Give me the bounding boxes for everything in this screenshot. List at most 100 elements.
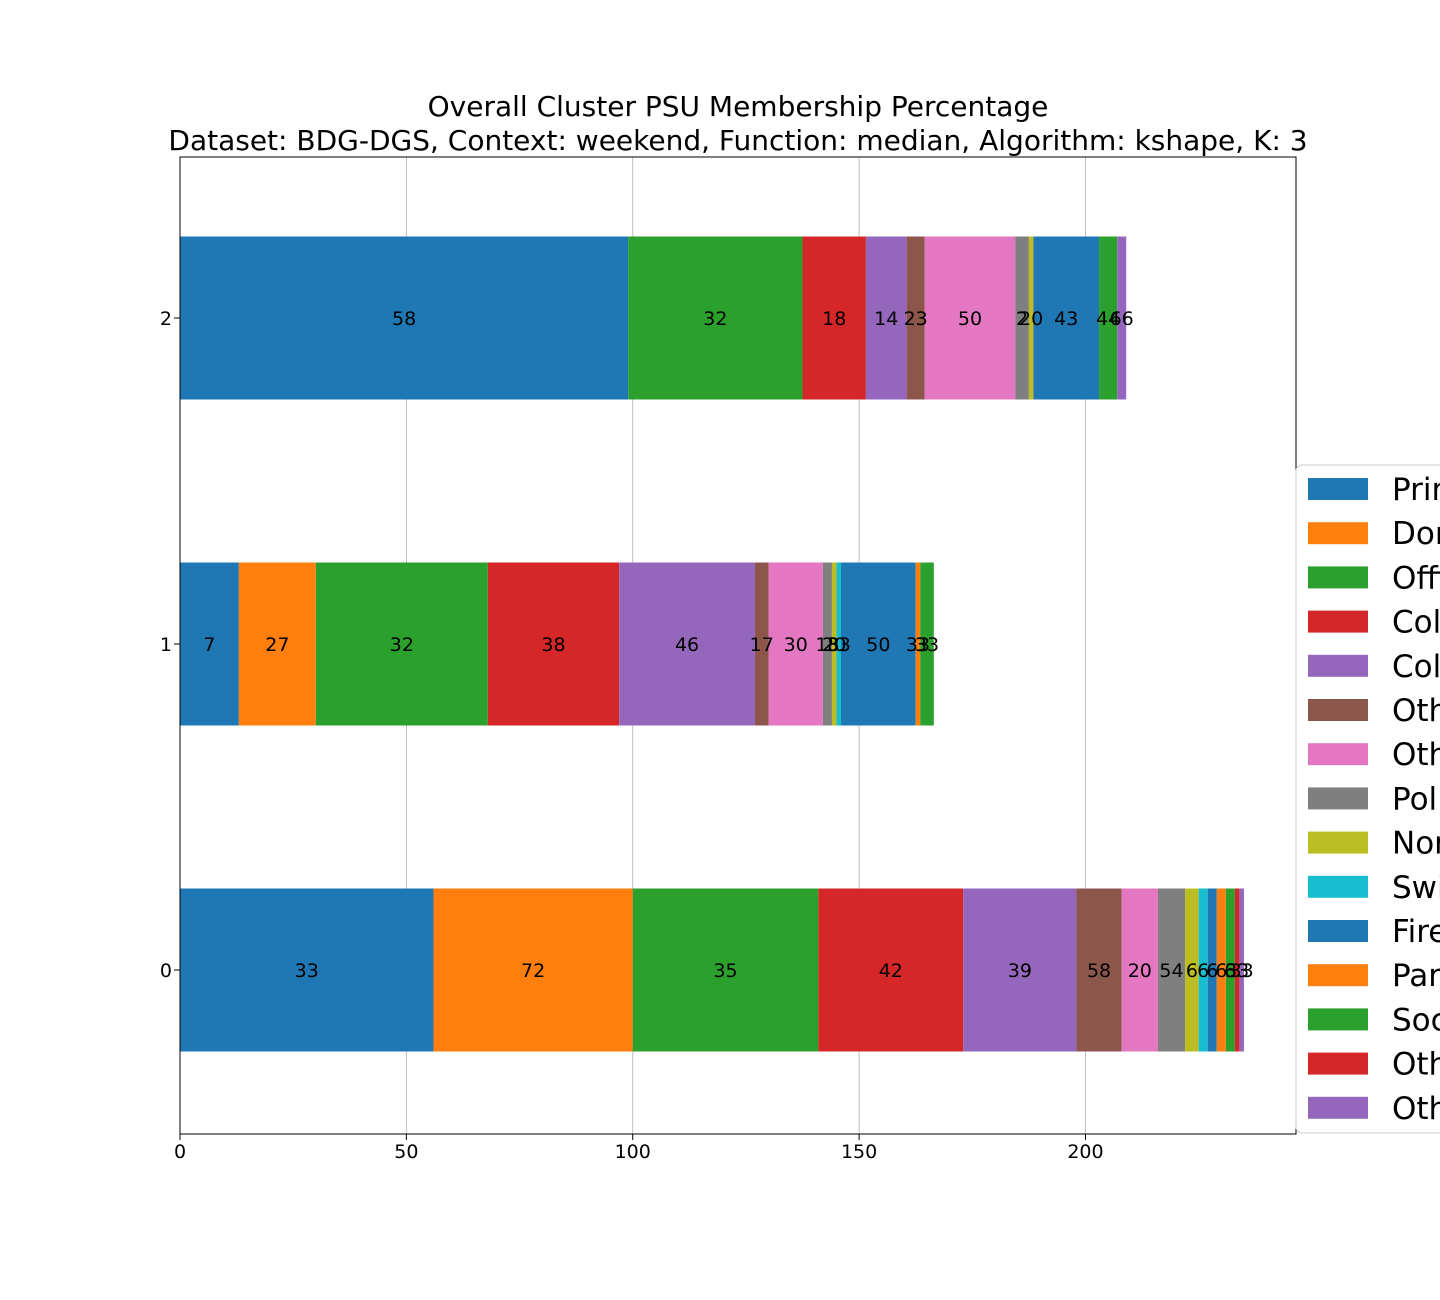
data-label: 14 — [874, 308, 898, 330]
data-label: 58 — [392, 308, 416, 330]
data-label: 35 — [713, 960, 737, 982]
data-label: 50 — [866, 634, 890, 656]
legend-swatch — [1308, 831, 1368, 854]
data-label: 6 — [1206, 960, 1218, 982]
legend-label: Fire — [1392, 914, 1440, 950]
bar-segment — [818, 888, 964, 1052]
data-label: 33 — [1225, 960, 1249, 982]
data-label: 17 — [750, 634, 774, 656]
data-label: 6 — [1224, 960, 1236, 982]
bar-segment — [180, 562, 239, 726]
data-label: 39 — [1008, 960, 1032, 982]
bar-segment — [1198, 888, 1208, 1052]
chart-subtitle: Dataset: BDG-DGS, Context: weekend, Func… — [168, 124, 1307, 157]
bar-segment — [1099, 236, 1118, 400]
legend-swatch — [1308, 743, 1368, 766]
bar-segment — [1028, 236, 1034, 400]
bar-segment — [924, 236, 1016, 400]
bar-segment — [915, 562, 921, 726]
bar-segment — [1207, 888, 1217, 1052]
legend: Prim Dor Offi Col Col Oth Oth Pol Nor Swi Fire Par S… — [1295, 464, 1440, 1134]
legend-swatch — [1308, 654, 1368, 677]
legend-swatch — [1308, 610, 1368, 633]
bar-segment — [1157, 888, 1186, 1052]
bars — [180, 236, 1244, 1052]
bar-segment — [1239, 888, 1244, 1052]
data-label: 2 — [1016, 308, 1028, 330]
legend-label: Col — [1392, 605, 1440, 641]
legend-label: Soc — [1392, 1002, 1440, 1038]
x-tick-label: 50 — [394, 1141, 418, 1163]
legend-label: Oth — [1392, 1047, 1440, 1083]
legend-label: Col — [1392, 649, 1440, 685]
legend-label: Nor — [1392, 826, 1440, 862]
legend-swatch — [1308, 875, 1368, 898]
data-label: 20 — [1128, 960, 1152, 982]
bar-segment — [865, 236, 907, 400]
bar-segment — [920, 562, 934, 726]
data-label: 27 — [265, 634, 289, 656]
data-label: 33 — [1230, 960, 1254, 982]
legend-label: Swi — [1392, 870, 1440, 906]
data-label: 33 — [827, 634, 851, 656]
data-label: 54 — [1159, 960, 1183, 982]
y-tick-label: 2 — [160, 308, 172, 330]
legend-label: Offi — [1392, 560, 1440, 596]
data-label: 38 — [541, 634, 565, 656]
bar-segment — [1185, 888, 1199, 1052]
bar-segment — [831, 562, 837, 726]
legend-swatch — [1308, 964, 1368, 987]
legend-swatch — [1308, 1096, 1368, 1119]
legend-label: Oth — [1392, 693, 1440, 729]
bar-segment — [1033, 236, 1100, 400]
bar-segment — [315, 562, 488, 726]
legend-swatch — [1308, 566, 1368, 589]
data-label: 33 — [915, 634, 939, 656]
bar-segment — [180, 888, 434, 1052]
bar-segment — [836, 562, 841, 726]
x-tick-label: 150 — [841, 1141, 877, 1163]
bar-segment — [1225, 888, 1235, 1052]
y-tick-label: 1 — [160, 634, 172, 656]
bar-segment — [433, 888, 633, 1052]
bar-segment — [180, 236, 629, 400]
x-tick-label: 100 — [615, 1141, 651, 1163]
data-label: 58 — [1087, 960, 1111, 982]
bar-segment — [1117, 236, 1127, 400]
bar-segment — [840, 562, 916, 726]
bar-segment — [963, 888, 1077, 1052]
bar-segment — [754, 562, 769, 726]
bar-segment — [487, 562, 620, 726]
data-label: 50 — [958, 308, 982, 330]
bar-segment — [1234, 888, 1240, 1052]
legend-swatch — [1308, 699, 1368, 721]
data-label: 42 — [879, 960, 903, 982]
bar-segment — [822, 562, 832, 726]
chart-title: Overall Cluster PSU Membership Percentag… — [428, 90, 1049, 123]
legend-swatch — [1308, 787, 1368, 810]
data-label: 6 — [1215, 960, 1227, 982]
legend-label: Oth — [1392, 1091, 1440, 1127]
bar-segment — [632, 888, 819, 1052]
bar-segment — [628, 236, 803, 400]
data-label: 46 — [675, 634, 699, 656]
data-label: 33 — [906, 634, 930, 656]
bar-segment — [619, 562, 755, 726]
bar-segment — [906, 236, 925, 400]
legend-label: Pol — [1392, 781, 1437, 817]
axes: 0 50 100 150 200 0 1 2 — [160, 308, 1104, 1163]
legend-swatch — [1308, 1052, 1368, 1075]
legend-swatch — [1308, 920, 1368, 942]
bar-segment — [1076, 888, 1122, 1052]
data-label: 43 — [1054, 308, 1078, 330]
data-label: 44 — [1096, 308, 1120, 330]
legend-swatch — [1308, 1008, 1368, 1031]
x-tick-label: 0 — [174, 1141, 186, 1163]
legend-swatch — [1308, 478, 1368, 500]
data-label: 18 — [815, 634, 839, 656]
bar-segment — [802, 236, 866, 400]
legend-label: Par — [1392, 958, 1440, 994]
data-label: 66 — [1110, 308, 1134, 330]
